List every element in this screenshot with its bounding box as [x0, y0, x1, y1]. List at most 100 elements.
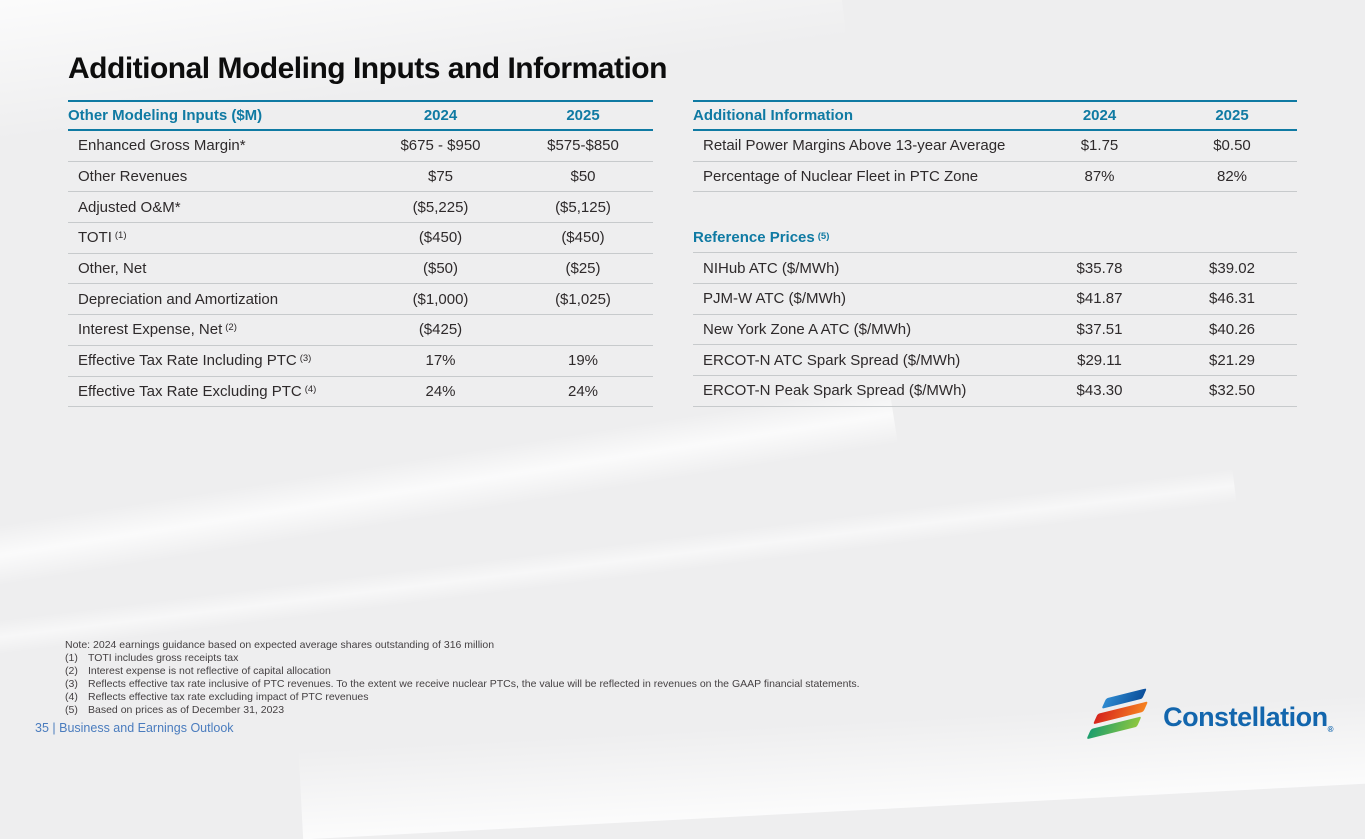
page-title: Additional Modeling Inputs and Informati…: [68, 52, 667, 85]
value-2024: ($1,000): [412, 290, 469, 308]
row-label: Effective Tax Rate Including PTC: [78, 352, 297, 370]
value-2024: $75: [427, 168, 454, 186]
value-2025: ($450): [561, 229, 605, 247]
footer-section: Business and Earnings Outlook: [59, 721, 234, 735]
value-2025: $50: [570, 168, 596, 186]
row-label: ERCOT-N ATC Spark Spread ($/MWh): [703, 351, 961, 369]
value-2024: $675 - $950: [400, 137, 481, 155]
row-label: Effective Tax Rate Excluding PTC: [78, 382, 302, 400]
value-2024: $29.11: [1077, 351, 1122, 369]
footnote-text: Note: 2024 earnings guidance based on ex…: [65, 639, 495, 651]
footnote-marker: (5): [65, 703, 78, 716]
registered-trademark-icon: ®: [1327, 724, 1334, 734]
subheader-label: Reference Prices: [693, 229, 815, 247]
value-2024: $1.75: [1080, 137, 1119, 155]
row-label: New York Zone A ATC ($/MWh): [703, 321, 912, 339]
row-label: Enhanced Gross Margin*: [78, 137, 246, 155]
value-2025: $575-$850: [547, 137, 619, 155]
column-header-2025: 2025: [566, 107, 600, 124]
table-row: PJM-W ATC ($/MWh) $41.87 $46.31: [693, 284, 1297, 315]
footnote-5: (5) Based on prices as of December 31, 2…: [65, 704, 1165, 717]
value-2024: ($50): [422, 260, 459, 278]
footnote-marker: (1): [65, 651, 78, 664]
row-label: Other, Net: [78, 260, 147, 278]
footnote-2: (2) Interest expense is not reflective o…: [65, 665, 1165, 678]
value-2024: ($425): [418, 321, 463, 339]
row-label: Other Revenues: [78, 168, 188, 186]
footnote-4: (4) Reflects effective tax rate excludin…: [65, 691, 1165, 704]
table-row: Percentage of Nuclear Fleet in PTC Zone …: [693, 162, 1297, 193]
column-header-2024: 2024: [1082, 107, 1117, 124]
column-header-2024: 2024: [423, 107, 458, 124]
value-2025: ($5,125): [555, 198, 611, 216]
slide-footer: 35 | Business and Earnings Outlook: [35, 721, 234, 735]
value-2025: $21.29: [1209, 351, 1255, 369]
footnotes: Note: 2024 earnings guidance based on ex…: [65, 639, 1165, 716]
footnote-ref: (4): [304, 383, 317, 395]
table-header-row: Additional Information 2024 2025: [693, 100, 1297, 131]
table-row: New York Zone A ATC ($/MWh) $37.51 $40.2…: [693, 315, 1297, 346]
footnote-1: (1) TOTI includes gross receipts tax: [65, 652, 1165, 665]
row-label: Adjusted O&M*: [78, 198, 181, 216]
row-label: Retail Power Margins Above 13-year Avera…: [703, 137, 1006, 155]
additional-information-table: Additional Information 2024 2025 Retail …: [693, 100, 1297, 407]
background-swoosh-middle-1: [0, 384, 898, 616]
value-2025: $46.31: [1209, 290, 1255, 308]
footnote-marker: (2): [65, 664, 78, 677]
row-label: ERCOT-N Peak Spark Spread ($/MWh): [703, 382, 967, 400]
value-2024: 17%: [425, 352, 456, 370]
value-2025: ($25): [565, 260, 601, 278]
value-2025: $40.26: [1209, 321, 1255, 339]
constellation-logo: Constellation®: [1085, 688, 1334, 740]
footnote-marker: (3): [65, 677, 78, 690]
row-label: PJM-W ATC ($/MWh): [703, 290, 847, 308]
table-header-row: Other Modeling Inputs ($M) 2024 2025: [68, 100, 653, 131]
value-2025: $39.02: [1209, 259, 1255, 277]
table-row: Enhanced Gross Margin* $675 - $950 $575-…: [68, 131, 653, 162]
footnote-text: Reflects effective tax rate inclusive of…: [88, 677, 860, 690]
table-row: Other, Net ($50) ($25): [68, 254, 653, 285]
footnote-ref: (3): [299, 353, 312, 365]
table-row: Interest Expense, Net (2) ($425): [68, 315, 653, 346]
value-2024: ($450): [418, 229, 463, 247]
row-label: NIHub ATC ($/MWh): [703, 259, 840, 277]
footer-separator: |: [48, 721, 60, 735]
table-row: Depreciation and Amortization ($1,000) (…: [68, 284, 653, 316]
table-row: Retail Power Margins Above 13-year Avera…: [693, 131, 1297, 162]
value-2024: $41.87: [1076, 290, 1123, 308]
table-row: ERCOT-N Peak Spark Spread ($/MWh) $43.30…: [693, 376, 1297, 407]
footnote-ref: (5): [817, 231, 830, 243]
value-2024: $35.78: [1076, 259, 1123, 277]
row-label: Interest Expense, Net: [78, 321, 223, 339]
value-2025: 19%: [567, 352, 599, 370]
row-label: Percentage of Nuclear Fleet in PTC Zone: [703, 168, 979, 186]
row-label: TOTI: [78, 229, 112, 247]
value-2024: 24%: [425, 382, 456, 400]
value-2024: $43.30: [1076, 382, 1123, 400]
footnote-ref: (1): [114, 230, 127, 242]
value-2024: 87%: [1084, 168, 1115, 186]
table-row: Other Revenues $75 $50: [68, 162, 653, 193]
footnote-text: Based on prices as of December 31, 2023: [88, 703, 285, 716]
footnote-note: Note: 2024 earnings guidance based on ex…: [65, 639, 1165, 652]
footnote-text: Interest expense is not reflective of ca…: [88, 664, 331, 677]
value-2025: $0.50: [1213, 137, 1251, 155]
page-number: 35: [35, 721, 49, 735]
value-2024: ($5,225): [412, 198, 469, 216]
value-2025: $32.50: [1209, 382, 1255, 400]
table-row: Effective Tax Rate Including PTC (3) 17% …: [68, 346, 653, 377]
reference-prices-subheader: Reference Prices (5): [693, 223, 1297, 254]
value-2025: 82%: [1216, 168, 1248, 186]
value-2025: ($1,025): [555, 290, 611, 308]
footnote-3: (3) Reflects effective tax rate inclusiv…: [65, 678, 1165, 691]
value-2025: 24%: [567, 382, 599, 400]
column-header-label: Additional Information: [693, 107, 853, 124]
footnote-ref: (2): [225, 322, 237, 334]
footnote-text: TOTI includes gross receipts tax: [88, 651, 239, 664]
value-2024: $37.51: [1076, 321, 1123, 339]
column-header-2025: 2025: [1215, 107, 1249, 124]
footnote-text: Reflects effective tax rate excluding im…: [88, 690, 369, 703]
row-label: Depreciation and Amortization: [78, 290, 279, 308]
column-header-label: Other Modeling Inputs ($M): [68, 107, 263, 124]
table-row: TOTI (1) ($450) ($450): [68, 223, 653, 254]
